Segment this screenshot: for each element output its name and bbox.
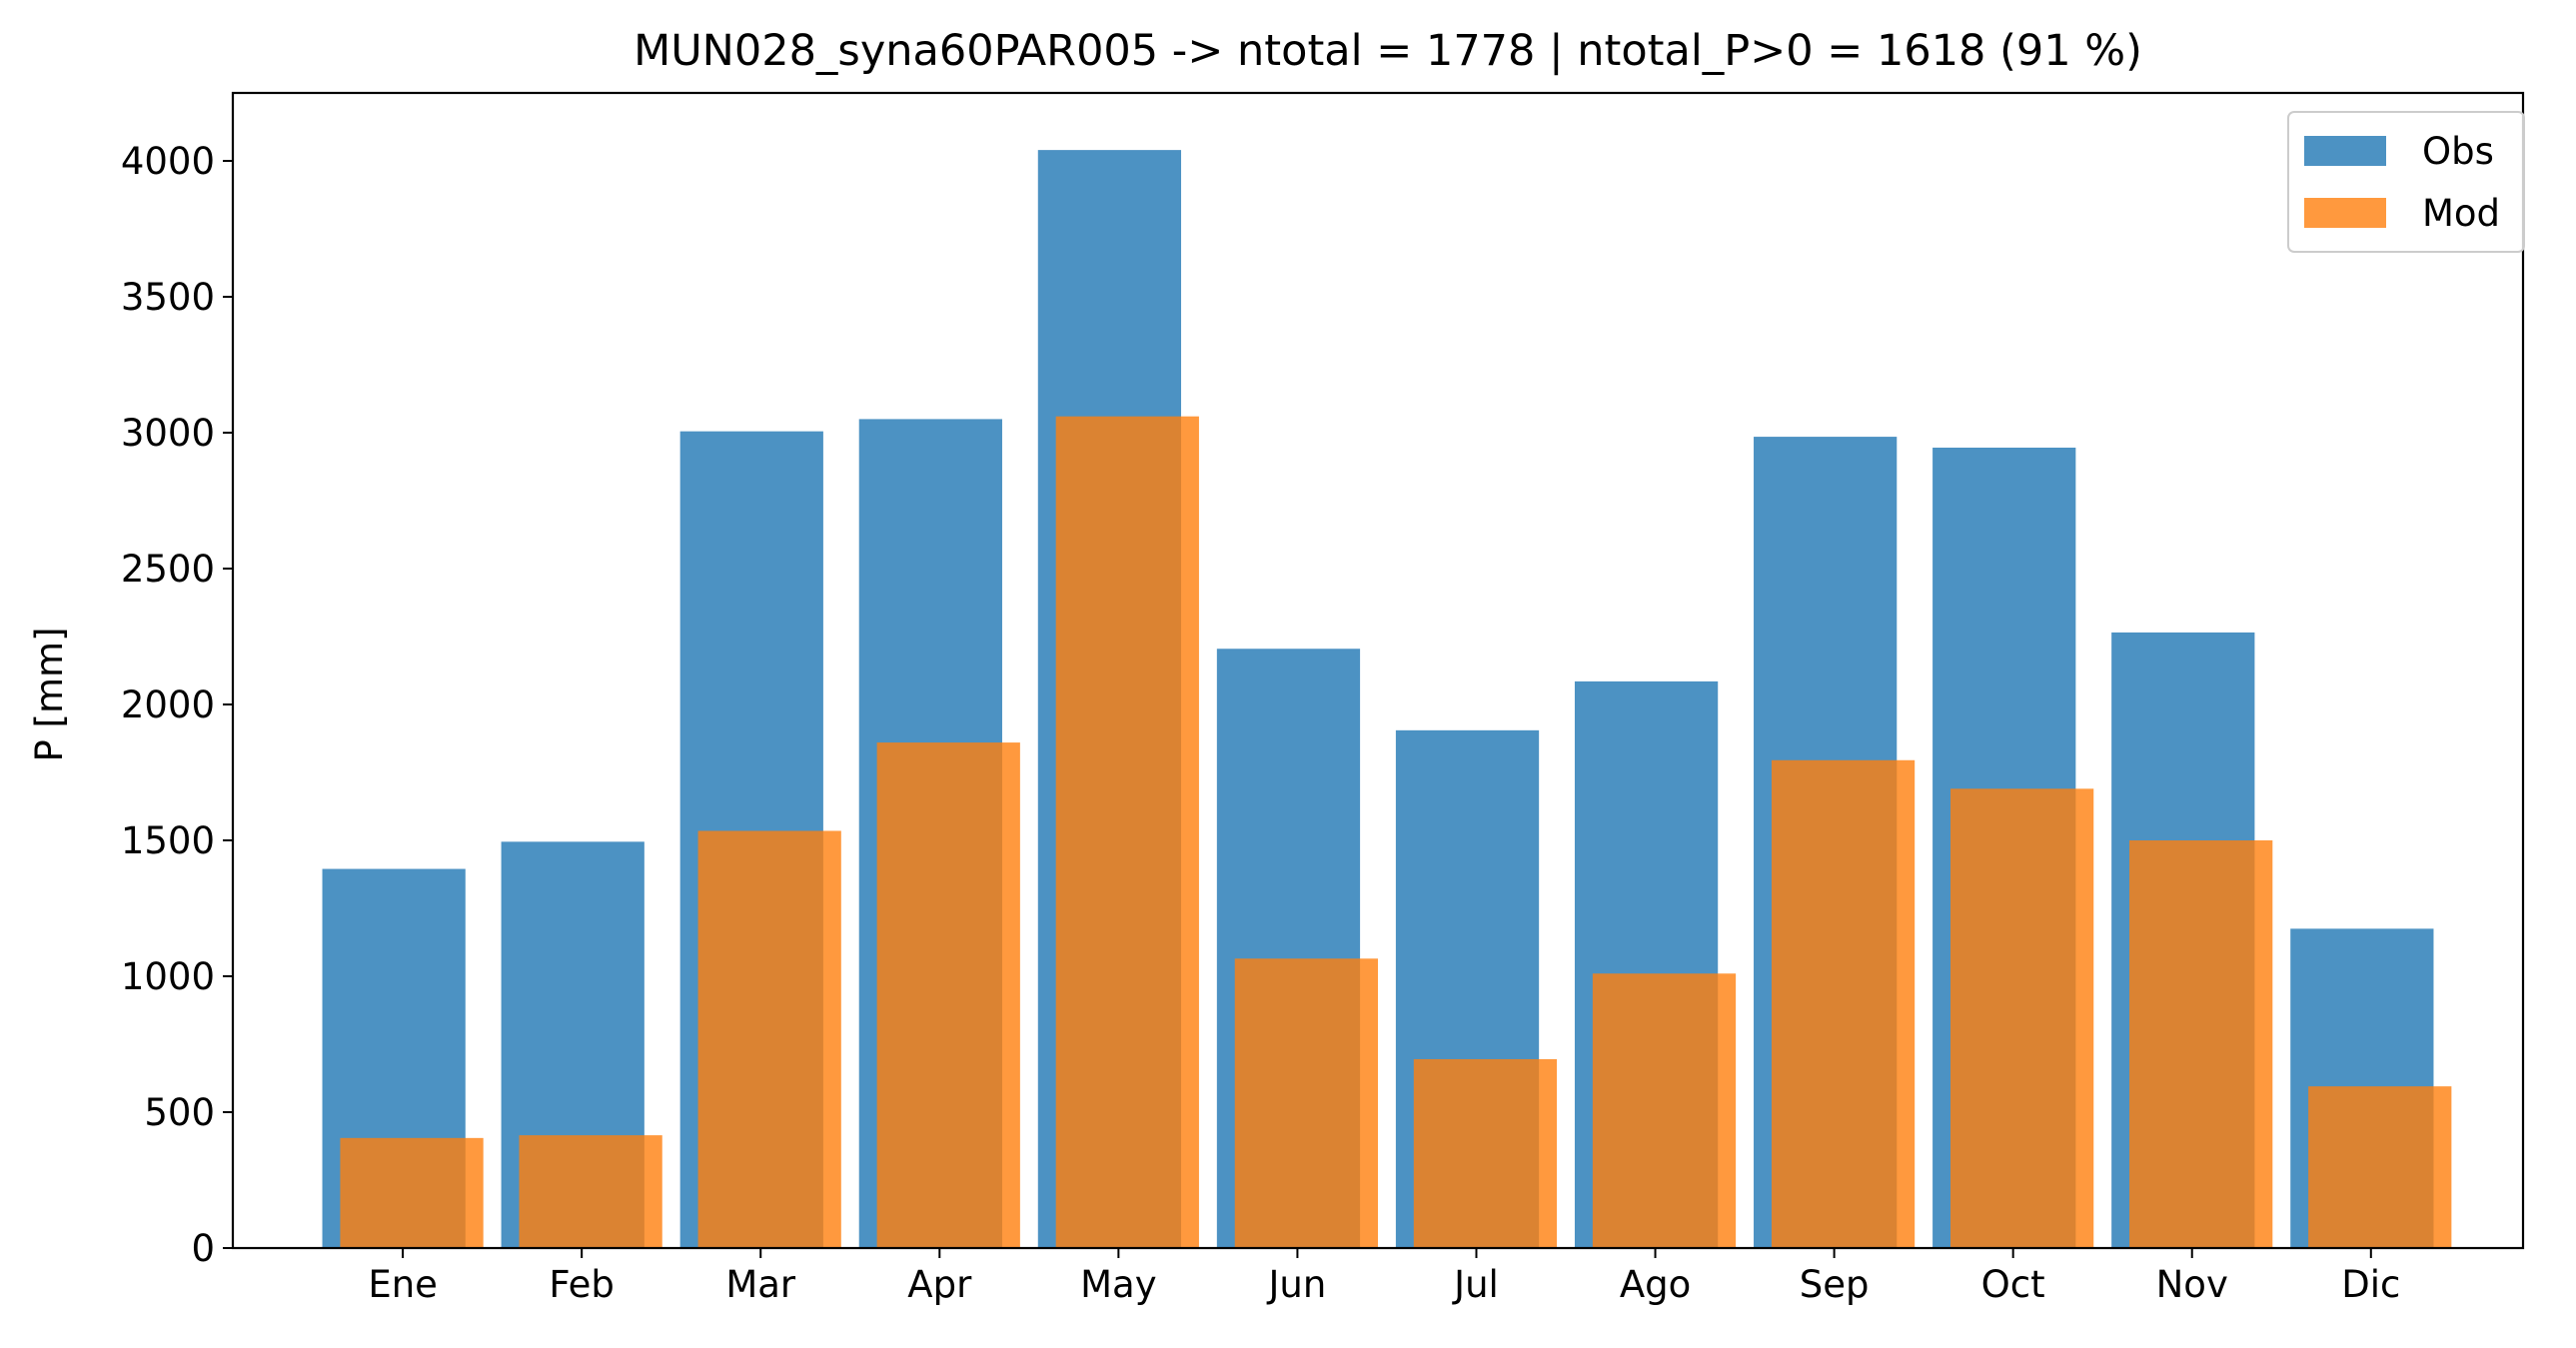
- bar-mod-may: [1055, 416, 1199, 1248]
- y-tick-label: 3500: [121, 276, 215, 319]
- x-tick-label: Mar: [725, 1263, 796, 1306]
- bars-layer: [322, 150, 2452, 1249]
- legend: Obs Mod: [2287, 111, 2525, 253]
- x-tick-label: Jun: [1267, 1263, 1327, 1306]
- x-tick-label: May: [1080, 1263, 1157, 1306]
- bar-mod-ene: [340, 1137, 484, 1248]
- y-tick-label: 0: [191, 1227, 215, 1270]
- x-tick-label: Oct: [1981, 1263, 2045, 1306]
- x-tick-label: Feb: [549, 1263, 615, 1306]
- x-tick-label: Apr: [907, 1263, 972, 1306]
- y-tick-label: 1500: [121, 819, 215, 862]
- legend-label-mod: Mod: [2422, 192, 2500, 235]
- legend-swatch-mod: [2304, 198, 2386, 228]
- y-tick-label: 1000: [121, 955, 215, 998]
- bar-mod-feb: [519, 1135, 662, 1248]
- bar-mod-nov: [2129, 840, 2273, 1248]
- bar-mod-mar: [697, 830, 841, 1248]
- bar-mod-jul: [1413, 1058, 1558, 1248]
- legend-label-obs: Obs: [2422, 130, 2494, 173]
- y-tick-label: 2000: [121, 683, 215, 726]
- plot-frame: [231, 91, 2525, 1250]
- x-tick-label: Nov: [2156, 1263, 2228, 1306]
- x-tick-label: Jul: [1452, 1263, 1499, 1306]
- chart-title: MUN028_syna60PAR005 -> ntotal = 1778 | n…: [634, 26, 2142, 76]
- bar-mod-sep: [1771, 759, 1916, 1248]
- y-tick-label: 4000: [121, 140, 215, 183]
- x-tick-label: Dic: [2341, 1263, 2400, 1306]
- x-tick-label: Ago: [1620, 1263, 1691, 1306]
- bar-mod-jun: [1234, 958, 1378, 1248]
- axes-layer: 0 500 1000 1500 2000 2500 3000 3500 4000 Ene Feb Ma…: [121, 91, 2525, 1306]
- bar-mod-dic: [2308, 1086, 2452, 1248]
- bar-mod-oct: [1950, 788, 2094, 1248]
- y-axis-label: P [mm]: [28, 627, 71, 761]
- x-tick-label: Ene: [368, 1263, 438, 1306]
- legend-swatch-obs: [2304, 136, 2386, 166]
- x-tick-label: Sep: [1800, 1263, 1870, 1306]
- y-tick-label: 3000: [121, 412, 215, 455]
- y-tick-label: 2500: [121, 548, 215, 591]
- bar-mod-ago: [1592, 973, 1737, 1248]
- bar-mod-apr: [876, 742, 1020, 1248]
- y-tick-label: 500: [144, 1091, 215, 1134]
